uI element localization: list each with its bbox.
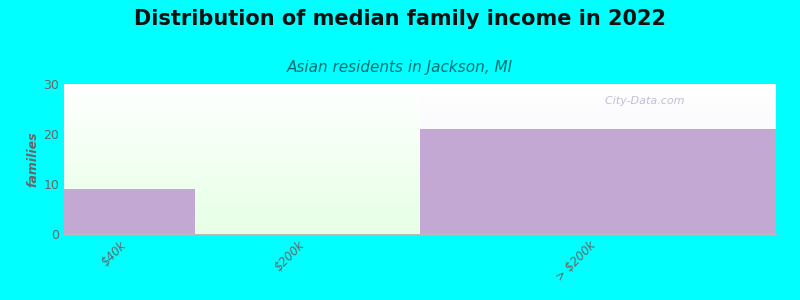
Bar (64, 189, 194, 234)
Text: City-Data.com: City-Data.com (598, 96, 685, 106)
Text: Asian residents in Jackson, MI: Asian residents in Jackson, MI (287, 60, 513, 75)
Bar (420, 129, 776, 234)
Text: Distribution of median family income in 2022: Distribution of median family income in … (134, 9, 666, 29)
Y-axis label: families: families (26, 131, 39, 187)
